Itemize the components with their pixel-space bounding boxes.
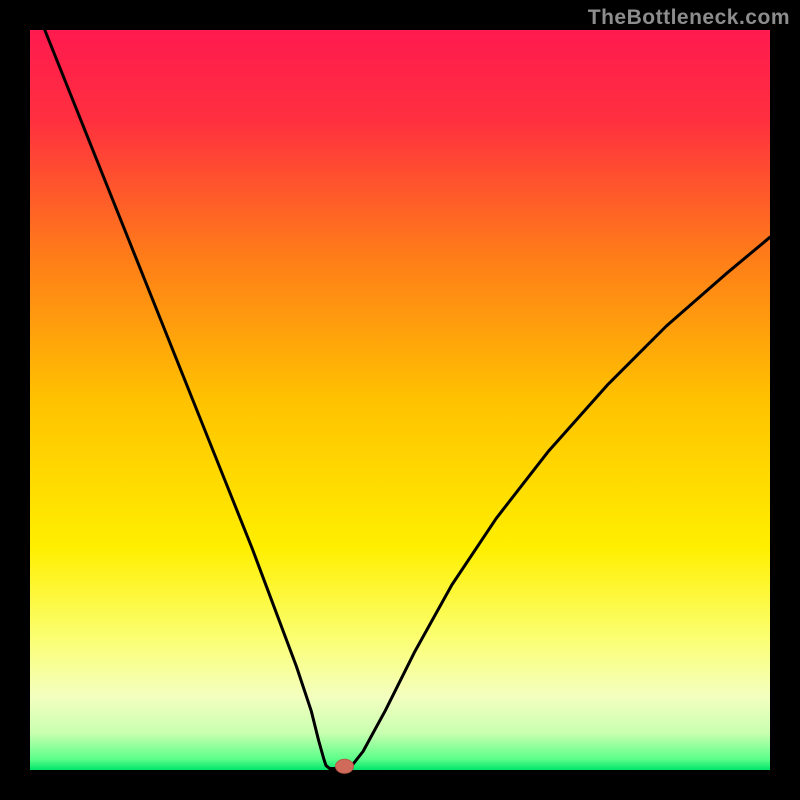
bottleneck-chart: [0, 0, 800, 800]
curve-min-marker: [336, 759, 354, 773]
watermark-text: TheBottleneck.com: [588, 6, 790, 30]
chart-plot-area: [30, 30, 770, 770]
stage: TheBottleneck.com: [0, 0, 800, 800]
